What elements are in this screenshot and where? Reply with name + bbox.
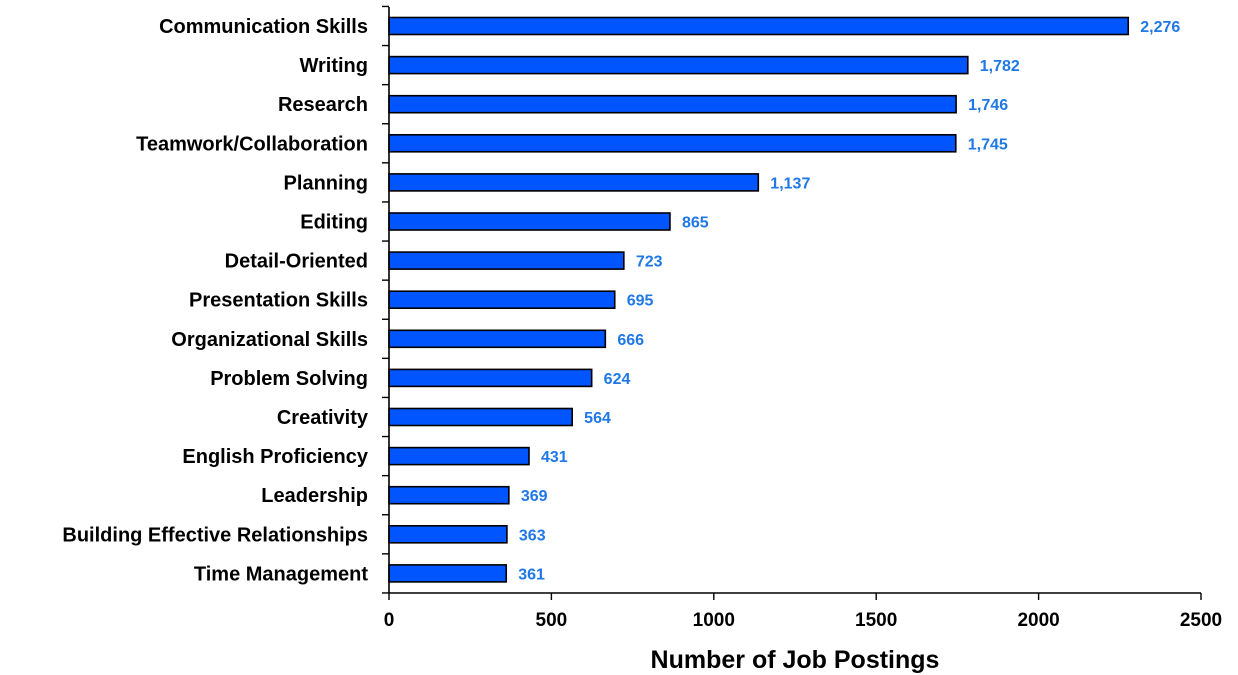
value-label: 865 [682,215,709,232]
axes [388,7,1201,594]
category-label: Detail-Oriented [225,251,368,273]
bar [388,290,616,310]
category-label: Research [278,94,368,116]
x-tick-label: 2500 [1180,610,1222,631]
value-label: 1,745 [968,136,1008,153]
x-axis-ticks: 0 500 1000 1500 2000 2500 [382,5,1222,631]
category-label: Organizational Skills [171,329,368,351]
category-label: Communication Skills [159,16,368,38]
x-tick-label: 1000 [693,610,735,631]
bar [388,173,760,192]
category-label: Teamwork/Collaboration [136,133,368,155]
value-label: 363 [519,527,546,544]
category-labels: Communication Skills Writing Research Teamw… [62,16,368,585]
category-label: English Proficiency [182,446,368,468]
value-label: 1,782 [980,58,1020,75]
category-label: Presentation Skills [189,290,368,312]
bar [388,212,671,231]
bar [388,55,969,75]
category-label: Editing [300,212,368,234]
x-axis-title: Number of Job Postings [651,646,940,674]
value-label: 666 [617,332,644,349]
x-tick-label: 1500 [855,610,897,631]
bar [388,16,1130,36]
value-label: 431 [541,449,568,466]
value-label: 1,746 [968,97,1008,114]
category-label: Building Effective Relationships [62,524,368,546]
bars-layer [388,16,1130,583]
x-tick-label: 0 [384,610,395,631]
bar [388,485,510,505]
value-label: 564 [584,410,611,427]
category-label: Creativity [277,407,369,429]
value-label: 624 [604,371,631,388]
value-label: 695 [627,293,654,310]
category-label: Problem Solving [210,368,368,390]
category-label: Leadership [261,485,368,507]
bar [388,564,508,583]
bar [388,251,625,270]
value-labels: 2,276 1,782 1,746 1,745 1,137 865 723 695 666 624… [518,19,1180,583]
bar [388,368,593,388]
category-label: Writing [299,55,368,77]
bar [388,524,508,544]
category-label: Planning [284,172,368,194]
value-label: 723 [636,254,663,271]
bar [388,329,607,349]
bar [388,407,573,427]
value-label: 1,137 [770,175,810,192]
bar [388,134,957,153]
value-label: 361 [518,566,545,583]
value-label: 369 [521,488,548,505]
bar [388,94,957,114]
x-tick-label: 500 [536,610,568,631]
category-label: Time Management [194,563,368,585]
bar [388,446,530,466]
x-tick-label: 2000 [1017,610,1059,631]
value-label: 2,276 [1140,19,1180,36]
